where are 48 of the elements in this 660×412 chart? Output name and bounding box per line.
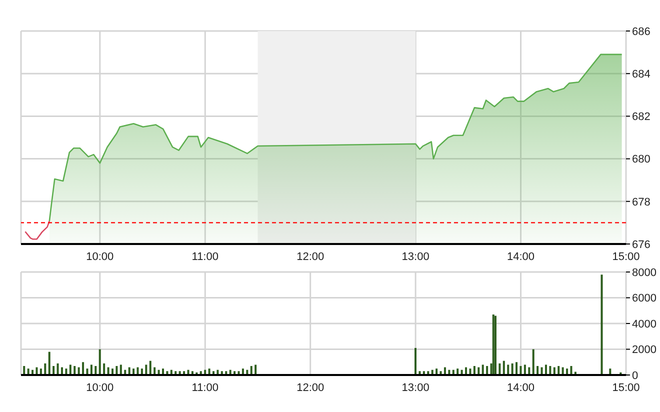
- y-tick-label: 678: [632, 196, 650, 208]
- x-tick-label: 10:00: [86, 250, 114, 263]
- bar: [414, 348, 417, 375]
- x-tick-label: 12:00: [296, 382, 324, 394]
- bar: [69, 364, 72, 375]
- bar: [502, 360, 505, 375]
- y-tick-label: 8000: [632, 266, 656, 279]
- x-tick-label: 10:00: [86, 382, 114, 394]
- bar: [544, 364, 547, 375]
- y-tick-label: 682: [632, 111, 650, 124]
- x-tick-label: 11:00: [192, 382, 218, 394]
- bar: [516, 362, 518, 375]
- x-tick-label: 13:00: [402, 250, 430, 263]
- bar: [507, 364, 510, 375]
- x-tick-label: 15:00: [612, 250, 640, 263]
- bar: [90, 364, 92, 375]
- y-tick-label: 0: [632, 370, 638, 382]
- x-tick-label: 11:00: [192, 250, 218, 263]
- y-tick-label: 6000: [632, 292, 656, 305]
- bar: [56, 363, 59, 375]
- x-tick-label: 15:00: [612, 382, 640, 394]
- bar: [120, 364, 122, 375]
- bar: [482, 364, 484, 375]
- bar: [511, 363, 514, 375]
- x-tick-label: 13:00: [402, 382, 430, 394]
- bar: [103, 363, 106, 375]
- y-tick-label: 4000: [632, 318, 656, 330]
- line-series: [24, 220, 50, 240]
- y-tick-label: 680: [632, 154, 650, 166]
- x-tick-label: 14:00: [507, 250, 535, 263]
- x-tick-label: 12:00: [296, 250, 324, 263]
- bar: [524, 364, 526, 375]
- bar: [149, 360, 152, 375]
- x-tick-label: 14:00: [507, 382, 535, 394]
- y-tick-label: 676: [632, 238, 650, 251]
- y-tick-label: 686: [632, 26, 650, 38]
- bar: [48, 352, 50, 375]
- bar: [492, 314, 494, 375]
- y-tick-label: 684: [632, 68, 650, 81]
- bar: [532, 349, 534, 375]
- bar: [600, 274, 603, 375]
- bar: [98, 349, 101, 375]
- bar: [82, 362, 84, 375]
- bar: [498, 363, 501, 375]
- bar: [494, 316, 496, 375]
- y-tick-label: 2000: [632, 344, 656, 356]
- bar: [145, 364, 148, 375]
- bar: [44, 363, 46, 375]
